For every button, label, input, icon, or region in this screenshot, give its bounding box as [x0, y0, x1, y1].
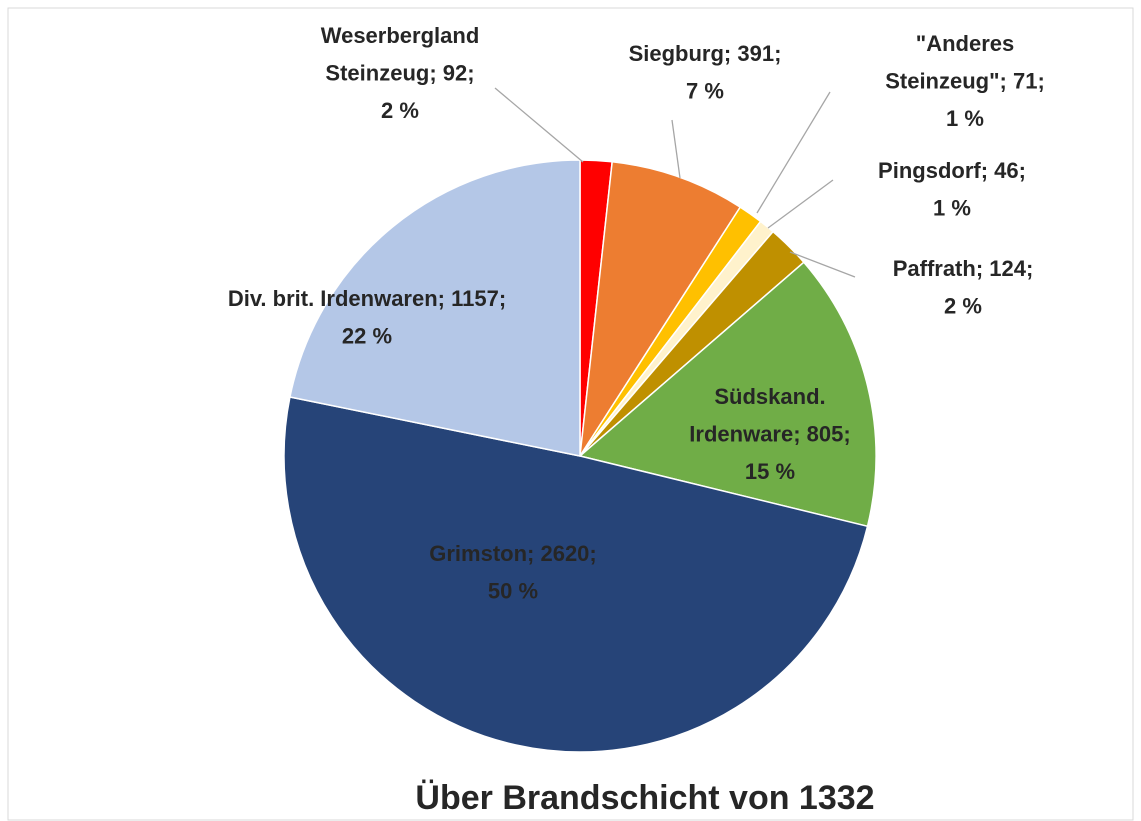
data-label: 2 %: [944, 293, 982, 318]
data-label: Weserbergland: [321, 23, 480, 48]
pie-slice: [289, 159, 581, 457]
data-label: 1 %: [933, 195, 971, 220]
pie-slice: [578, 261, 877, 528]
leader-line: [767, 179, 834, 229]
data-label: 1 %: [946, 106, 984, 131]
data-label: 15 %: [745, 459, 795, 484]
data-label: "Anderes: [916, 31, 1014, 56]
data-label: Pingsdorf; 46;: [878, 158, 1026, 183]
leader-line: [671, 119, 681, 179]
data-label: 2 %: [381, 98, 419, 123]
chart-title: Über Brandschicht von 1332: [415, 779, 874, 817]
pie-slice: [283, 396, 869, 753]
data-label: 50 %: [488, 578, 538, 603]
data-label: Paffrath; 124;: [893, 256, 1034, 281]
leader-line: [494, 87, 584, 163]
data-label: 22 %: [342, 323, 392, 348]
data-label: Südskand.: [714, 384, 825, 409]
leader-line: [756, 91, 831, 214]
data-label: 7 %: [686, 78, 724, 103]
data-label: Irdenware; 805;: [689, 421, 850, 446]
data-label: Grimston; 2620;: [429, 541, 597, 566]
data-label: Siegburg; 391;: [629, 41, 782, 66]
pie-slice: [579, 160, 742, 457]
data-label: Steinzeug; 92;: [325, 60, 474, 85]
data-label: Div. brit. Irdenwaren; 1157;: [228, 286, 506, 311]
data-label: Steinzeug"; 71;: [885, 68, 1045, 93]
leader-line: [789, 251, 856, 278]
